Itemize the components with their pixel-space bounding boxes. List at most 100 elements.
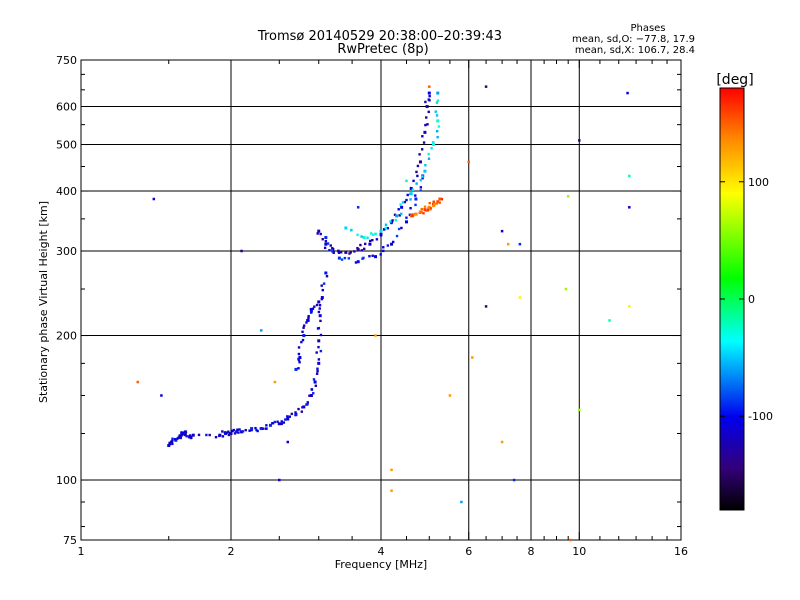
data-point [397, 208, 400, 211]
data-point [313, 380, 317, 384]
data-point [389, 220, 392, 223]
data-point [411, 188, 415, 191]
data-point [436, 200, 440, 204]
data-point [428, 94, 431, 98]
data-point [421, 135, 424, 138]
data-point [167, 444, 171, 448]
x-tick-label: 10 [572, 545, 586, 558]
data-point [628, 206, 631, 209]
data-point [360, 249, 363, 252]
data-point [316, 232, 319, 235]
colorbar-ticks: 100 0 -100 [720, 176, 773, 423]
data-point [405, 198, 408, 202]
data-point [317, 229, 321, 233]
data-point [317, 300, 321, 304]
data-point [436, 135, 439, 139]
data-point [324, 242, 328, 246]
data-point [414, 194, 417, 197]
data-point [315, 372, 319, 375]
data-point [390, 242, 394, 246]
data-point [578, 408, 581, 412]
colorbar-tick-label: 100 [748, 176, 769, 189]
data-point [379, 229, 383, 233]
data-point [262, 427, 265, 430]
data-point [306, 401, 309, 404]
data-point [322, 282, 326, 285]
data-point [419, 189, 422, 192]
data-point [398, 214, 401, 217]
data-point [218, 434, 221, 438]
data-point [225, 431, 228, 434]
data-point [390, 468, 393, 472]
data-point [415, 170, 418, 174]
data-point [237, 431, 240, 434]
data-point [424, 100, 427, 104]
data-point [178, 435, 182, 439]
data-point [409, 186, 413, 190]
data-point [298, 355, 302, 359]
data-point [506, 242, 510, 246]
data-point [437, 125, 441, 128]
data-point [152, 197, 156, 201]
data-point [430, 147, 433, 150]
data-point [302, 326, 305, 329]
data-point [428, 99, 431, 102]
data-point [391, 240, 395, 244]
data-point [307, 319, 310, 322]
data-point [311, 307, 315, 310]
data-point [227, 430, 230, 433]
data-point [301, 330, 304, 333]
data-point [238, 428, 241, 431]
data-point [316, 367, 319, 370]
data-point [566, 195, 570, 198]
data-point [438, 201, 441, 204]
data-point [310, 311, 313, 314]
data-point [348, 252, 351, 255]
data-point [356, 260, 360, 264]
data-point [265, 424, 268, 427]
data-point [302, 405, 306, 409]
data-point [282, 421, 286, 424]
data-point [271, 421, 274, 425]
data-point [432, 200, 435, 204]
data-point [170, 440, 173, 443]
data-point [379, 232, 383, 236]
data-point [276, 420, 279, 423]
data-point [323, 246, 327, 250]
data-point [234, 430, 238, 434]
y-tick-label: 500 [56, 139, 77, 152]
data-point [278, 478, 281, 482]
data-point [484, 305, 488, 308]
data-point [349, 251, 352, 254]
data-point [427, 157, 431, 160]
data-point [414, 197, 418, 201]
data-point [423, 205, 427, 208]
data-point [240, 249, 243, 253]
data-point [412, 179, 415, 183]
data-point [286, 415, 289, 418]
data-point [308, 394, 311, 397]
data-point [344, 250, 348, 254]
data-point [400, 226, 403, 230]
data-point [382, 246, 385, 249]
data-point [374, 334, 377, 337]
colorbar-tick-label: -100 [748, 410, 773, 423]
y-tick-label: 300 [56, 245, 77, 258]
data-point [244, 428, 247, 432]
data-point [500, 440, 504, 444]
data-point [205, 433, 208, 437]
data-point [221, 435, 225, 438]
data-point [390, 220, 394, 224]
data-point [404, 220, 408, 224]
data-point [315, 351, 318, 354]
data-point [432, 143, 436, 147]
data-point [191, 433, 195, 437]
data-point [424, 164, 427, 167]
data-point [409, 198, 412, 201]
data-point [319, 319, 322, 323]
data-point [307, 316, 310, 320]
data-point [317, 361, 321, 365]
data-point [401, 201, 405, 204]
data-point [436, 91, 440, 95]
data-point [320, 284, 323, 287]
